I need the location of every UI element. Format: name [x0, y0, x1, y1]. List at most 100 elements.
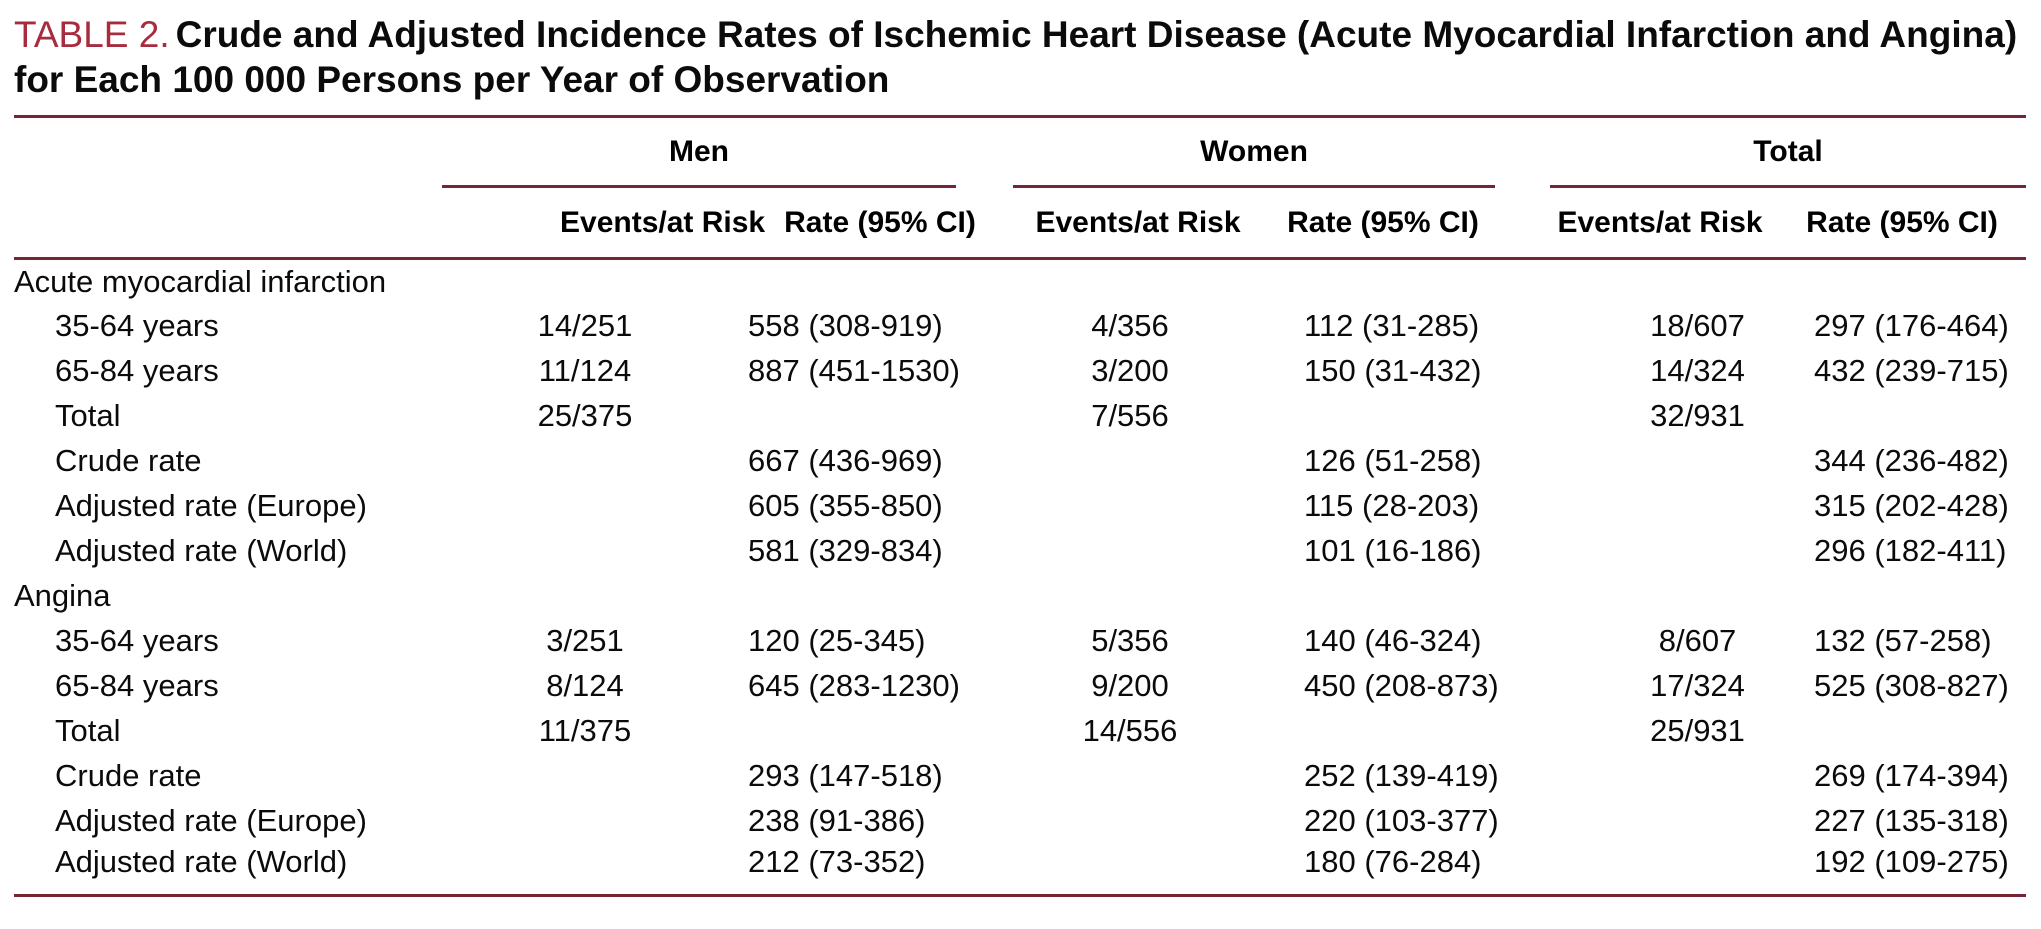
row-label: 65-84 years	[55, 668, 219, 703]
cell-men-events	[440, 484, 730, 529]
cell-total-events: 14/324	[1650, 353, 1745, 388]
row-label: Adjusted rate (World)	[55, 843, 348, 879]
table-caption: Crude and Adjusted Incidence Rates of Is…	[14, 14, 2018, 100]
cell-men-events: 14/251	[537, 308, 633, 343]
table-row: Adjusted rate (World) 581 (329-834) 101 (1…	[14, 529, 2026, 574]
cell-men-rate: 120 (25-345)	[748, 623, 926, 658]
group-label-women: Women	[1200, 134, 1308, 168]
cell-women-events	[1000, 439, 1260, 484]
cell-total-rate: 525 (308-827)	[1814, 668, 2009, 703]
row-label: 35-64 years	[55, 308, 219, 343]
row-label: Adjusted rate (Europe)	[55, 488, 367, 523]
row-label: Total	[55, 713, 121, 748]
row-label: 65-84 years	[55, 353, 219, 388]
cell-women-rate: 150 (31-432)	[1304, 353, 1482, 388]
table-row: Total 25/375 7/556 32/931	[14, 394, 2026, 439]
cell-men-rate: 667 (436-969)	[748, 443, 943, 478]
table-row: Total 11/375 14/556 25/931	[14, 709, 2026, 754]
cell-total-events: 18/607	[1650, 308, 1745, 343]
group-header-total-cell: Total	[1550, 117, 2027, 189]
cell-total-events: 8/607	[1658, 623, 1737, 658]
cell-total-events	[1550, 799, 1800, 844]
cell-women-events: 9/200	[1091, 668, 1169, 703]
cell-men-rate: 212 (73-352)	[748, 843, 926, 879]
stub-cell	[14, 188, 440, 260]
cell-women-events	[1000, 529, 1260, 574]
row-label: Total	[55, 398, 121, 433]
cell-women-events	[1000, 754, 1260, 799]
section-header: Acute myocardial infarction	[14, 263, 387, 299]
section-header: Angina	[14, 578, 111, 613]
cell-women-rate: 112 (31-285)	[1304, 308, 1480, 343]
cell-total-events	[1550, 844, 1800, 896]
cell-total-events: 25/931	[1650, 713, 1745, 748]
cell-women-rate: 450 (208-873)	[1304, 668, 1499, 703]
cell-men-events: 3/251	[546, 623, 624, 658]
cell-women-rate: 101 (16-186)	[1304, 533, 1482, 568]
stub-cell	[14, 117, 440, 189]
cell-women-rate	[1260, 394, 1550, 439]
cell-total-events	[1550, 484, 1800, 529]
table-row: 35-64 years 14/251 558 (308-919) 4/356 112 (…	[14, 304, 2026, 349]
cell-women-rate: 180 (76-284)	[1304, 843, 1482, 879]
cell-total-rate: 344 (236-482)	[1814, 443, 2009, 478]
cell-women-events: 14/556	[1082, 713, 1178, 748]
cell-women-events	[1000, 484, 1260, 529]
cell-women-rate: 140 (46-324)	[1304, 623, 1482, 658]
cell-total-rate	[1800, 394, 2026, 439]
table-row: Adjusted rate (Europe) 605 (355-850) 115 (…	[14, 484, 2026, 529]
cell-total-events	[1550, 439, 1800, 484]
group-header-row: Men Women Total	[14, 117, 2027, 189]
cell-women-events	[1000, 799, 1260, 844]
table-row: Adjusted rate (World) 212 (73-352) 180 (76…	[14, 844, 2026, 896]
cell-men-rate: 238 (91-386)	[748, 803, 926, 838]
cell-women-events: 3/200	[1091, 353, 1169, 388]
table-row: Adjusted rate (Europe) 238 (91-386) 220 (1…	[14, 799, 2026, 844]
group-header-men-cell: Men	[440, 117, 1000, 189]
cell-total-rate	[1800, 709, 2026, 754]
cell-total-rate: 296 (182-411)	[1814, 533, 2007, 568]
cell-total-events: 32/931	[1650, 398, 1745, 433]
cell-total-events	[1550, 754, 1800, 799]
group-header-women: Women	[1013, 118, 1496, 188]
cell-men-events	[440, 799, 730, 844]
cell-women-rate	[1260, 709, 1550, 754]
cell-men-rate: 293 (147-518)	[748, 758, 943, 793]
cell-men-rate: 581 (329-834)	[748, 533, 943, 568]
row-label: Crude rate	[55, 443, 202, 478]
cell-women-events: 5/356	[1091, 623, 1169, 658]
cell-men-rate	[730, 709, 1000, 754]
cell-total-rate: 192 (109-275)	[1814, 843, 2009, 879]
col-header-men-rate: Rate (95% CI)	[730, 188, 1000, 260]
group-header-total: Total	[1550, 118, 2027, 188]
cell-men-events	[440, 439, 730, 484]
cell-total-rate: 297 (176-464)	[1814, 308, 2009, 343]
row-label: 35-64 years	[55, 623, 219, 658]
table-row: Crude rate 667 (436-969) 126 (51-258) 344 (…	[14, 439, 2026, 484]
cell-women-events	[1000, 844, 1260, 896]
cell-women-rate: 115 (28-203)	[1304, 488, 1480, 523]
cell-men-rate: 558 (308-919)	[748, 308, 943, 343]
group-label-total: Total	[1753, 134, 1823, 168]
cell-men-events: 8/124	[546, 668, 624, 703]
cell-total-rate: 132 (57-258)	[1814, 623, 1992, 658]
table-head: Men Women Total Events/at Risk Rate (	[14, 117, 2027, 260]
group-header-men: Men	[442, 118, 956, 188]
group-label-men: Men	[669, 134, 729, 168]
row-label: Crude rate	[55, 758, 202, 793]
section-header-row: Angina	[14, 574, 2026, 619]
col-header-women-events: Events/at Risk	[1000, 188, 1260, 260]
incidence-table: Men Women Total Events/at Risk Rate (	[14, 115, 2027, 897]
cell-total-rate: 227 (135-318)	[1814, 803, 2009, 838]
cell-men-events	[440, 529, 730, 574]
table-row: 65-84 years 11/124 887 (451-1530) 3/200 150 …	[14, 349, 2026, 394]
section-header-row: Acute myocardial infarction	[14, 259, 2026, 304]
table-title: TABLE 2. Crude and Adjusted Incidence Rat…	[0, 0, 2041, 102]
cell-men-rate: 887 (451-1530)	[748, 353, 960, 388]
cell-total-rate: 432 (239-715)	[1814, 353, 2009, 388]
col-header-women-rate: Rate (95% CI)	[1260, 188, 1551, 260]
cell-men-events	[440, 754, 730, 799]
cell-men-rate: 645 (283-1230)	[748, 668, 960, 703]
row-label: Adjusted rate (Europe)	[55, 803, 367, 838]
